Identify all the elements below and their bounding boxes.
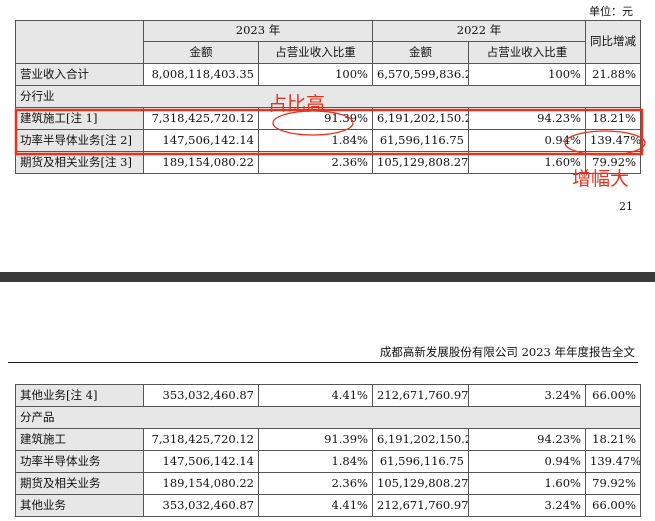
amount-2022: 6,191,202,150.22	[372, 428, 469, 451]
amount-2023: 147,506,142.14	[143, 450, 259, 473]
annotation-share-high: 占比高	[268, 93, 326, 115]
table-row: 期货及相关业务[注 3] 189,154,080.22 2.36% 105,12…	[15, 151, 641, 174]
share-2023: 1.84%	[258, 450, 373, 473]
amount-2023: 8,008,118,403.35	[143, 63, 259, 86]
yoy: 18.21%	[585, 107, 641, 130]
share-2022: 0.94%	[468, 450, 586, 473]
table-row: 建筑施工[注 1] 7,318,425,720.12 91.39% 6,191,…	[15, 107, 641, 130]
header-year-2022: 2022 年	[372, 20, 586, 42]
table-row: 期货及相关业务 189,154,080.22 2.36% 105,129,808…	[15, 472, 641, 495]
section-row-industry: 分行业	[15, 85, 641, 108]
share-2023: 2.36%	[258, 472, 373, 495]
row-label: 期货及相关业务	[15, 472, 144, 495]
yoy: 66.00%	[585, 384, 641, 407]
header-amount-2022: 金额	[372, 41, 469, 64]
row-label: 建筑施工	[15, 428, 144, 451]
amount-2022: 212,671,760.97	[372, 384, 469, 407]
amount-2022: 6,570,599,836.21	[372, 63, 469, 86]
amount-2023: 7,318,425,720.12	[143, 428, 259, 451]
share-2022: 1.60%	[468, 151, 586, 174]
amount-2022: 105,129,808.27	[372, 151, 469, 174]
page-gap	[0, 175, 655, 265]
amount-2022: 105,129,808.27	[372, 472, 469, 495]
amount-2022: 61,596,116.75	[372, 450, 469, 473]
row-label: 其他业务[注 4]	[15, 384, 144, 407]
page-separator	[0, 272, 655, 282]
share-2023: 100%	[258, 63, 373, 86]
table-row-total: 营业收入合计 8,008,118,403.35 100% 6,570,599,8…	[15, 63, 641, 86]
row-label: 功率半导体业务[注 2]	[15, 129, 144, 152]
amount-2023: 189,154,080.22	[143, 472, 259, 495]
share-2022: 3.24%	[468, 494, 586, 517]
amount-2022: 61,596,116.75	[372, 129, 469, 152]
yoy: 79.92%	[585, 472, 641, 495]
row-label: 营业收入合计	[15, 63, 144, 86]
table-row: 功率半导体业务[注 2] 147,506,142.14 1.84% 61,596…	[15, 129, 641, 152]
header-share-2022: 占营业收入比重	[468, 41, 586, 64]
share-2022: 94.23%	[468, 107, 586, 130]
row-label: 期货及相关业务[注 3]	[15, 151, 144, 174]
page-number: 21	[619, 200, 633, 213]
header-rule	[8, 362, 638, 363]
section-label: 分产品	[15, 406, 641, 429]
share-2023: 4.41%	[258, 384, 373, 407]
yoy: 21.88%	[585, 63, 641, 86]
amount-2022: 6,191,202,150.22	[372, 107, 469, 130]
amount-2023: 353,032,460.87	[143, 384, 259, 407]
yoy: 18.21%	[585, 428, 641, 451]
table-row: 功率半导体业务 147,506,142.14 1.84% 61,596,116.…	[15, 450, 641, 473]
table-row: 其他业务 353,032,460.87 4.41% 212,671,760.97…	[15, 494, 641, 517]
share-2022: 100%	[468, 63, 586, 86]
amount-2022: 212,671,760.97	[372, 494, 469, 517]
section-label: 分行业	[15, 85, 641, 108]
header-blank-cell	[15, 20, 144, 64]
yoy: 139.47%	[585, 450, 641, 473]
row-label: 其他业务	[15, 494, 144, 517]
table-row: 建筑施工 7,318,425,720.12 91.39% 6,191,202,1…	[15, 428, 641, 451]
yoy: 139.47%	[585, 129, 641, 152]
unit-label: 单位：元	[589, 5, 633, 18]
amount-2023: 7,318,425,720.12	[143, 107, 259, 130]
header-year-2023: 2023 年	[143, 20, 373, 42]
section-row-product: 分产品	[15, 406, 641, 429]
share-2023: 91.39%	[258, 428, 373, 451]
header-amount-2023: 金额	[143, 41, 259, 64]
header-yoy: 同比增减	[585, 20, 641, 64]
share-2023: 4.41%	[258, 494, 373, 517]
header-share-2023: 占营业收入比重	[258, 41, 373, 64]
share-2023: 2.36%	[258, 151, 373, 174]
share-2022: 0.94%	[468, 129, 586, 152]
share-2023: 1.84%	[258, 129, 373, 152]
amount-2023: 147,506,142.14	[143, 129, 259, 152]
annotation-growth-large: 增幅大	[572, 168, 630, 190]
revenue-table-bottom: 其他业务[注 4] 353,032,460.87 4.41% 212,671,7…	[15, 384, 641, 517]
amount-2023: 353,032,460.87	[143, 494, 259, 517]
row-label: 功率半导体业务	[15, 450, 144, 473]
share-2022: 94.23%	[468, 428, 586, 451]
yoy: 66.00%	[585, 494, 641, 517]
revenue-table-top: 2023 年 2022 年 同比增减 金额 占营业收入比重 金额 占营业收入比重…	[15, 20, 641, 174]
amount-2023: 189,154,080.22	[143, 151, 259, 174]
row-label: 建筑施工[注 1]	[15, 107, 144, 130]
share-2022: 3.24%	[468, 384, 586, 407]
share-2022: 1.60%	[468, 472, 586, 495]
table-row: 其他业务[注 4] 353,032,460.87 4.41% 212,671,7…	[15, 384, 641, 407]
running-header: 成都高新发展股份有限公司 2023 年年度报告全文	[379, 345, 635, 359]
